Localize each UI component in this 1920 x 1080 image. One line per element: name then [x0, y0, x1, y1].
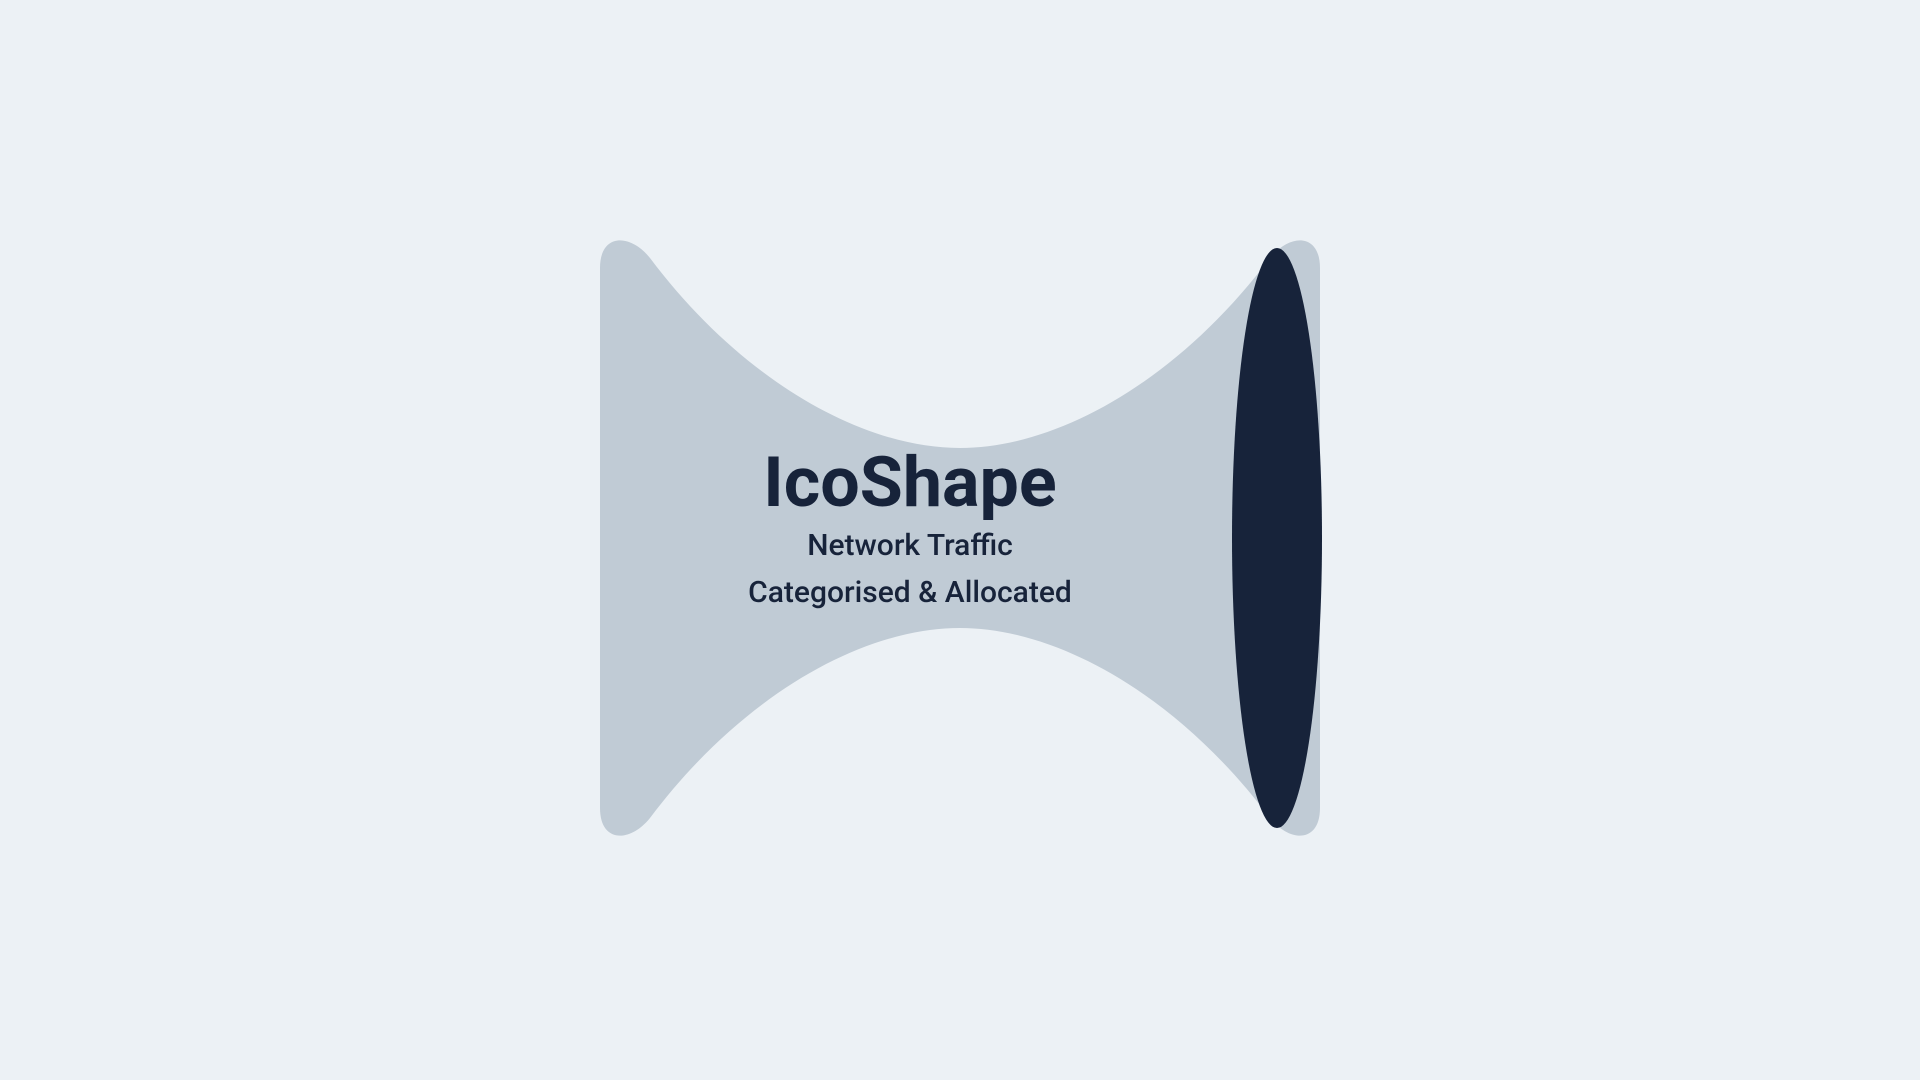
- diagram-container: IcoShape Network Traffic Categorised & A…: [560, 218, 1360, 862]
- funnel-body: [600, 240, 1320, 835]
- canvas: IcoShape Network Traffic Categorised & A…: [0, 0, 1920, 1080]
- hourglass-funnel-shape: [560, 218, 1360, 858]
- funnel-opening: [1232, 248, 1322, 828]
